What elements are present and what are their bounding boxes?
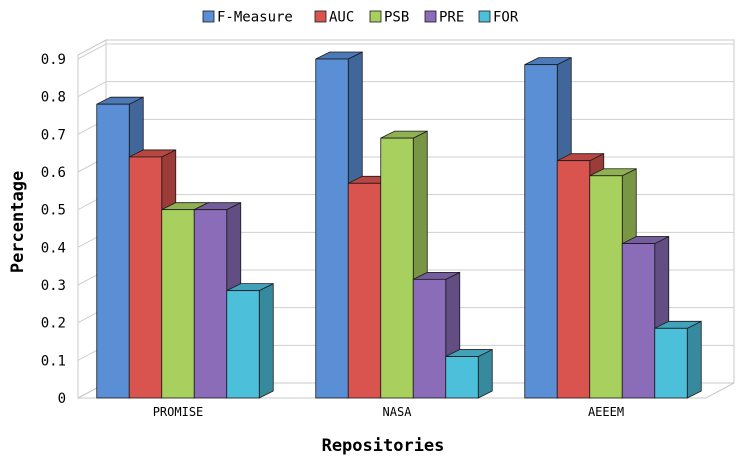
y-tick-label: 0.4 (41, 240, 66, 256)
bar (347, 175, 396, 399)
bar (380, 130, 428, 399)
legend-label: AUC (329, 10, 354, 26)
legend-swatch (314, 10, 327, 23)
legend-swatch (202, 10, 215, 23)
legend-swatch (369, 10, 382, 23)
legend-item: PRE (424, 10, 464, 26)
legend-swatch (478, 10, 491, 23)
x-tick-label: AEEEM (588, 405, 624, 419)
y-tick-label: 0 (58, 391, 66, 407)
bar (445, 348, 493, 399)
y-tick-label: 0.5 (41, 203, 66, 219)
y-tick-label: 0.8 (41, 90, 66, 106)
y-tick-label: 0.2 (41, 316, 66, 332)
y-tick-label: 0.3 (41, 278, 66, 294)
legend-item: AUC (314, 10, 354, 26)
x-tick-label: NASA (383, 405, 413, 419)
y-tick-label: 0.1 (41, 353, 66, 369)
legend-label: F-Measure (217, 10, 293, 26)
legend-label: PSB (384, 10, 409, 26)
legend-item: FOR (478, 10, 519, 26)
legend-label: PRE (439, 10, 464, 26)
y-tick-label: 0.6 (41, 165, 66, 181)
legend: F-Measure AUC PSB PRE FOR (202, 10, 519, 26)
y-tick-label: 0.9 (41, 52, 66, 68)
legend-label: FOR (493, 10, 519, 26)
bar (654, 320, 702, 399)
y-axis-ticks: 0 0.1 0.2 0.3 0.4 0.5 0.6 0.7 0.8 0.9 (41, 52, 66, 407)
y-tick-label: 0.7 (41, 127, 66, 143)
bars (96, 51, 702, 399)
gridline (77, 43, 734, 60)
legend-item: F-Measure (202, 10, 293, 26)
x-axis-categories: PROMISE NASA AEEEM (153, 405, 624, 419)
legend-swatch (424, 10, 437, 23)
bar (226, 283, 274, 399)
y-axis-title: Percentage (8, 171, 28, 273)
x-tick-label: PROMISE (153, 405, 204, 419)
legend-item: PSB (369, 10, 409, 26)
x-axis-title: Repositories (322, 436, 445, 456)
